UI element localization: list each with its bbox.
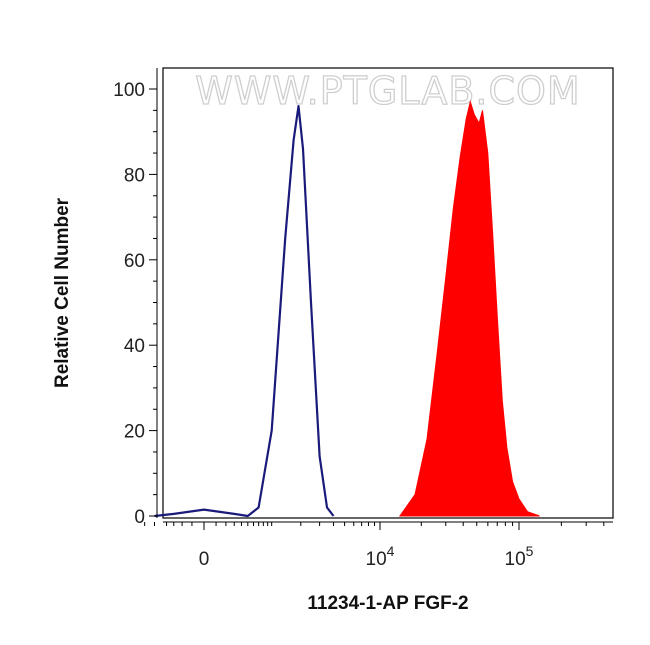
x-axis-title: 11234-1-AP FGF-2 — [307, 593, 468, 614]
y-tick-label: 0 — [134, 507, 145, 528]
y-tick-label: 40 — [124, 336, 145, 357]
histogram-line-series-0 — [154, 105, 335, 518]
y-tick-label: 80 — [124, 165, 145, 186]
x-tick-label: 0 — [199, 549, 210, 570]
y-tick-label: 100 — [113, 80, 145, 101]
plot-area — [162, 67, 614, 519]
watermark: WWW.PTGLAB.COM — [195, 69, 580, 113]
series-layer — [154, 99, 540, 518]
y-tick-label: 20 — [124, 422, 145, 443]
x-tick-label: 104 — [366, 543, 395, 570]
histogram-fill-series-1 — [398, 99, 540, 517]
y-axis-title: Relative Cell Number — [52, 197, 73, 388]
x-tick-label: 105 — [505, 543, 534, 570]
y-tick-label: 60 — [124, 251, 145, 272]
x-axis: 0 104 105 — [144, 521, 613, 570]
y-axis: 0 20 40 60 80 100 — [113, 68, 158, 528]
